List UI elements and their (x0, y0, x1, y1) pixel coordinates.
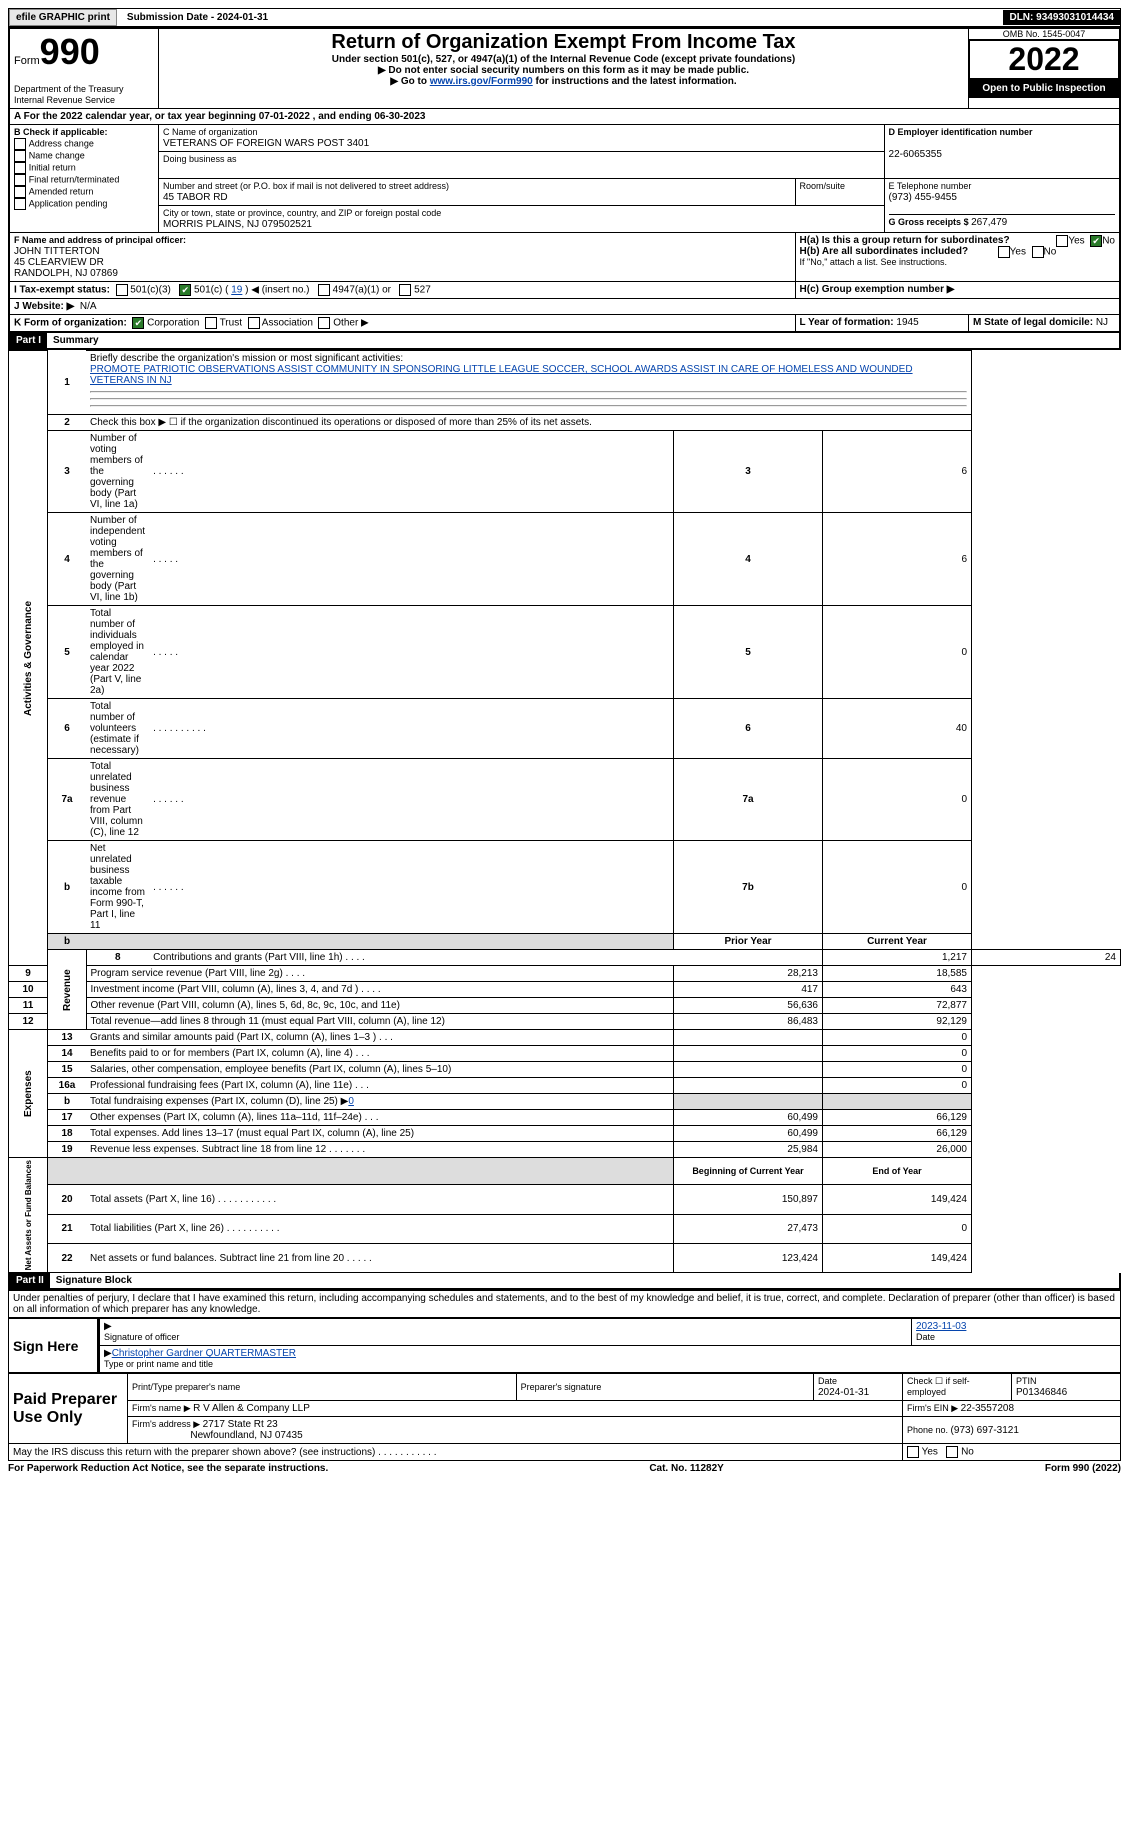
q2-cell: Check this box ▶ ☐ if the organization d… (86, 415, 972, 431)
part1-label: Part I (10, 333, 47, 348)
checkbox-501c3[interactable] (116, 284, 128, 296)
checkbox-hb-yes[interactable] (998, 246, 1010, 258)
dept-treasury: Department of the Treasury (14, 84, 124, 94)
checkbox-initial-return[interactable] (14, 162, 26, 174)
checkbox-ha-no[interactable] (1090, 235, 1102, 247)
form-title: Return of Organization Exempt From Incom… (163, 31, 964, 54)
form-footer: Form 990 (2022) (1045, 1463, 1121, 1474)
checkbox-name-change[interactable] (14, 150, 26, 162)
section-d: D Employer identification number 22-6065… (884, 125, 1120, 179)
form-number-cell: Form990 Department of the Treasury Inter… (9, 28, 159, 109)
ssn-note: ▶ Do not enter social security numbers o… (163, 65, 964, 76)
prior-year-header: Prior Year (674, 934, 823, 950)
section-c-street: Number and street (or P.O. box if mail i… (159, 179, 796, 206)
checkbox-501c[interactable] (179, 284, 191, 296)
section-m: M State of legal domicile: NJ (969, 315, 1121, 333)
checkbox-hb-no[interactable] (1032, 246, 1044, 258)
checkbox-other[interactable] (318, 317, 330, 329)
checkbox-assoc[interactable] (248, 317, 260, 329)
summary-table: Activities & Governance 1 Briefly descri… (8, 350, 1121, 1273)
irs-label: Internal Revenue Service (14, 95, 115, 105)
section-f: F Name and address of principal officer:… (9, 233, 795, 282)
part2-title: Signature Block (50, 1273, 138, 1288)
section-h: H(a) Is this a group return for subordin… (795, 233, 1120, 277)
preparer-table: Paid Preparer Use Only Print/Type prepar… (8, 1373, 1121, 1461)
section-c-room: Room/suite (795, 179, 884, 206)
section-c-city: City or town, state or province, country… (159, 206, 885, 233)
form-header-table: Form990 Department of the Treasury Inter… (8, 27, 1121, 333)
checkbox-application-pending[interactable] (14, 198, 26, 210)
section-hc-row: H(c) Group exemption number ▶ (795, 282, 1120, 299)
open-inspection: Open to Public Inspection (969, 79, 1119, 98)
period-line: A For the 2022 calendar year, or tax yea… (9, 109, 1120, 125)
signature-table: Sign Here ▶Signature of officer 2023-11-… (8, 1318, 1121, 1373)
tax-year: 2022 (969, 40, 1119, 79)
section-k: K Form of organization: Corporation Trus… (9, 315, 795, 333)
paid-preparer-label: Paid Preparer Use Only (9, 1374, 128, 1444)
checkbox-amended[interactable] (14, 186, 26, 198)
checkbox-4947[interactable] (318, 284, 330, 296)
vlabel-expenses: Expenses (9, 1030, 48, 1158)
checkbox-trust[interactable] (205, 317, 217, 329)
q1-cell: Briefly describe the organization's miss… (86, 351, 972, 415)
begin-year-header: Beginning of Current Year (674, 1158, 823, 1185)
penalty-statement: Under penalties of perjury, I declare th… (8, 1290, 1121, 1318)
dln: DLN: 93493031014434 (1003, 10, 1120, 25)
vlabel-net: Net Assets or Fund Balances (9, 1158, 48, 1273)
efile-print-button[interactable]: efile GRAPHIC print (9, 9, 117, 26)
current-year-header: Current Year (823, 934, 972, 950)
footer: For Paperwork Reduction Act Notice, see … (8, 1461, 1121, 1474)
checkbox-527[interactable] (399, 284, 411, 296)
title-cell: Return of Organization Exempt From Incom… (159, 28, 969, 109)
checkbox-ha-yes[interactable] (1056, 235, 1068, 247)
cat-number: Cat. No. 11282Y (649, 1463, 723, 1474)
form-subtitle: Under section 501(c), 527, or 4947(a)(1)… (163, 54, 964, 65)
omb-number: OMB No. 1545-0047 (969, 29, 1119, 40)
vlabel-activities: Activities & Governance (9, 351, 48, 966)
section-j: J Website: ▶ N/A (9, 299, 1120, 315)
goto-note: ▶ Go to www.irs.gov/Form990 for instruct… (163, 76, 964, 87)
checkbox-address-change[interactable] (14, 138, 26, 150)
section-b: B Check if applicable: Address change Na… (9, 125, 159, 233)
part2-label: Part II (10, 1273, 50, 1288)
checkbox-discuss-yes[interactable] (907, 1446, 919, 1458)
vlabel-revenue: Revenue (48, 950, 87, 1030)
section-i: I Tax-exempt status: 501(c)(3) 501(c) ( … (9, 282, 795, 299)
year-cell: OMB No. 1545-0047 2022 Open to Public In… (969, 28, 1121, 109)
end-year-header: End of Year (823, 1158, 972, 1185)
discuss-line: May the IRS discuss this return with the… (9, 1444, 903, 1461)
pra-notice: For Paperwork Reduction Act Notice, see … (8, 1463, 328, 1474)
section-l: L Year of formation: 1945 (795, 315, 968, 333)
checkbox-discuss-no[interactable] (946, 1446, 958, 1458)
section-e-g: E Telephone number (973) 455-9455 G Gros… (884, 179, 1120, 233)
checkbox-final-return[interactable] (14, 174, 26, 186)
section-c-name: C Name of organization VETERANS OF FOREI… (159, 125, 885, 152)
mission-text: PROMOTE PATRIOTIC OBSERVATIONS ASSIST CO… (90, 364, 913, 386)
sign-here-label: Sign Here (9, 1319, 99, 1373)
section-c-dba: Doing business as (159, 152, 885, 179)
top-bar: efile GRAPHIC print Submission Date - 20… (8, 8, 1121, 27)
checkbox-corp[interactable] (132, 317, 144, 329)
part1-title: Summary (47, 333, 105, 348)
irs-link[interactable]: www.irs.gov/Form990 (430, 76, 533, 87)
submission-date-label: Submission Date - 2024-01-31 (121, 10, 274, 25)
